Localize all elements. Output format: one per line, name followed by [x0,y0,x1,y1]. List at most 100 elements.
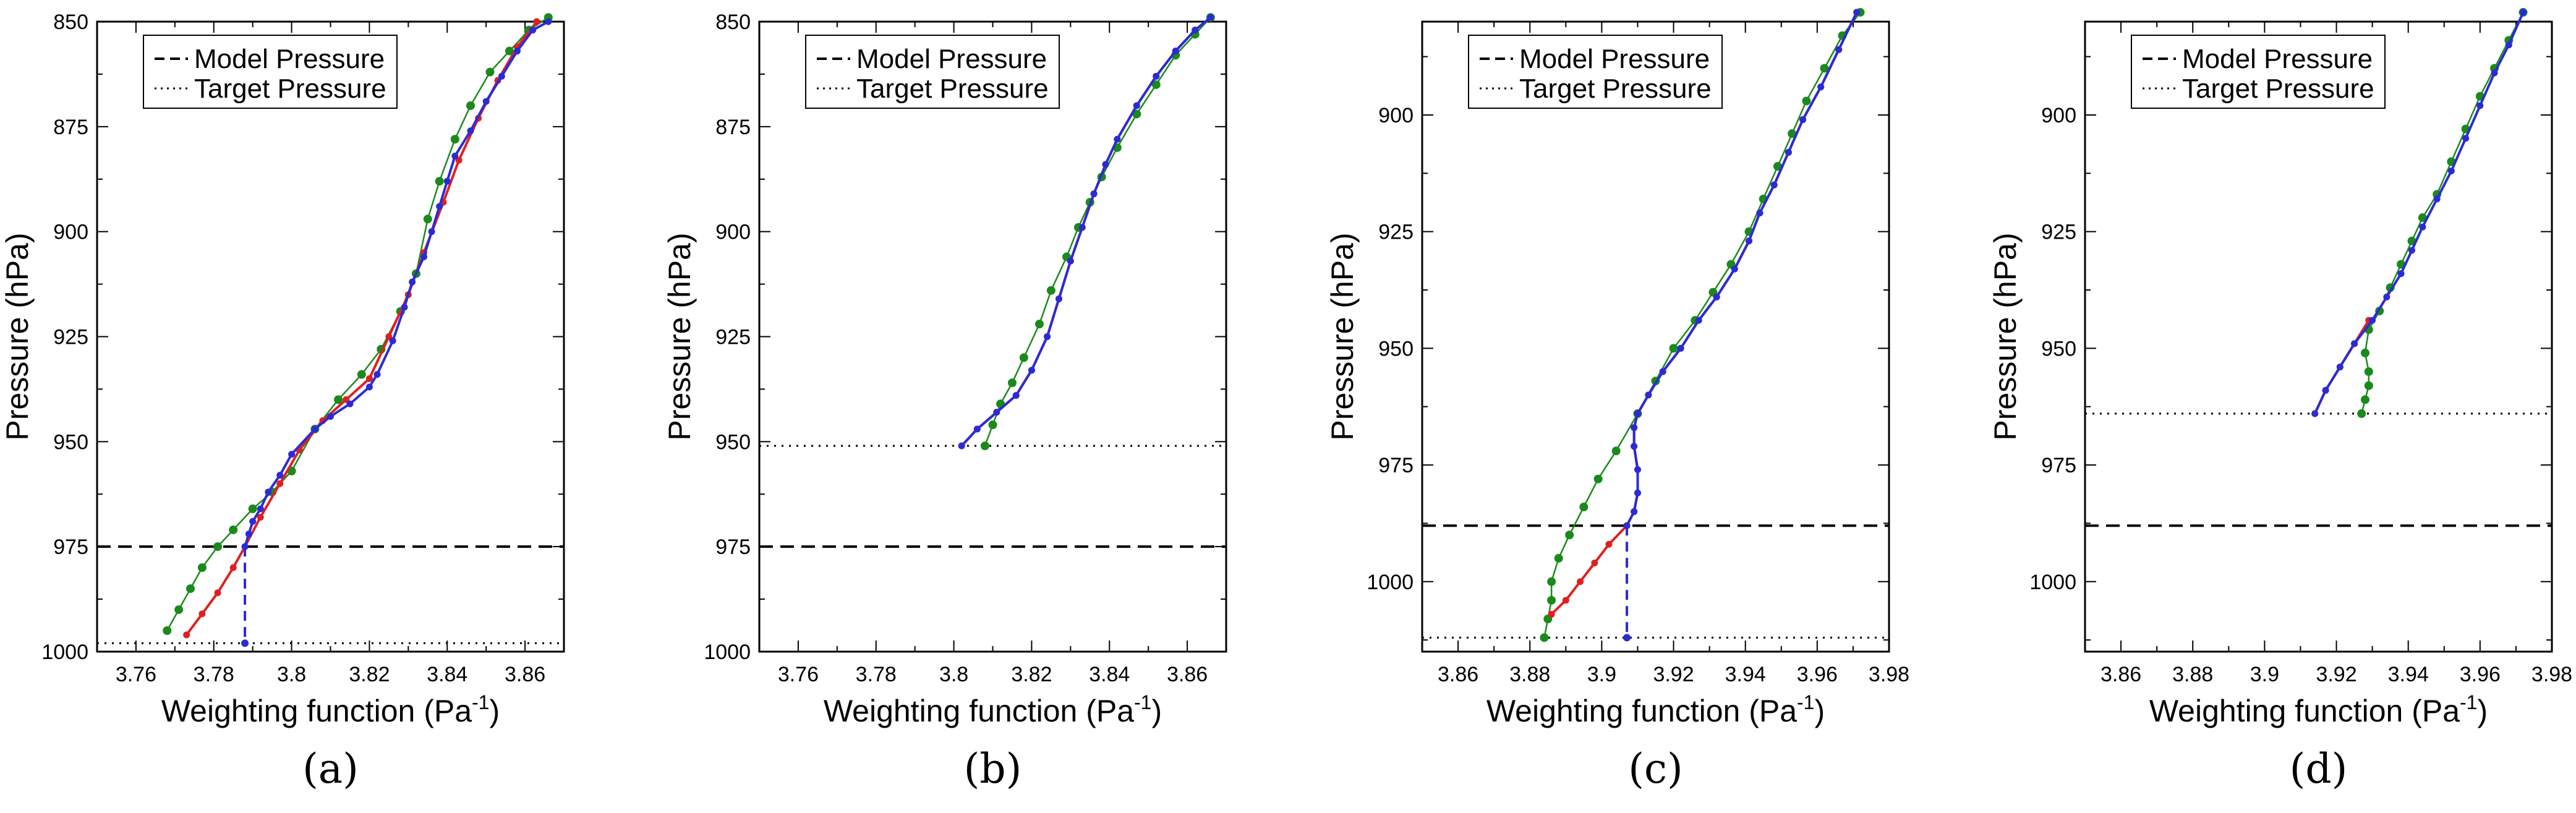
x-tick-label: 3.92 [2316,663,2356,686]
data-point-blue [1853,9,1861,16]
x-tick-label: 3.94 [2388,663,2429,686]
data-point-red [257,514,264,521]
y-tick-label: 950 [53,430,88,454]
y-tick-label: 925 [2041,221,2076,244]
data-point-blue [288,451,296,458]
data-point-blue [2322,386,2329,394]
y-tick-label: 850 [53,11,88,34]
data-point-blue [1153,72,1160,80]
data-point-green [2361,395,2369,404]
data-point-green [186,584,195,594]
y-tick-label: 1000 [704,641,751,664]
data-point-green [450,135,459,144]
data-point-blue [1645,391,1652,399]
data-point-blue [2408,247,2415,254]
chart-panel-2: 3.76 3.78 3.8 3.82 3.84 3.86 850 875 900 925 950 97… [662,11,1227,793]
legend-model-label: Model Pressure [2182,44,2373,74]
y-tick-label: 950 [715,430,751,454]
y-tick-label: 900 [2041,104,2076,127]
data-point-blue [993,409,1000,416]
data-point-blue [1090,190,1098,198]
data-point-green [1669,344,1678,353]
data-point-green [197,563,207,573]
data-point-blue [1067,257,1074,265]
data-point-green [1773,161,1782,171]
data-point-blue [443,177,451,185]
data-point-green [1046,286,1056,295]
data-point-blue [1133,102,1140,109]
data-point-blue [276,472,284,479]
data-point-blue [1207,14,1214,21]
y-axis-title: Pressure (hPa) [662,232,697,440]
series-line-blue [2313,12,2525,414]
data-point-red [1562,597,1569,604]
data-point-green [229,525,238,534]
data-point-green [1611,446,1621,456]
data-point-blue [1634,410,1641,417]
legend-box [143,35,398,109]
data-point-green [2361,348,2369,357]
x-tick-label: 3.8 [277,663,306,686]
x-tick-label: 3.94 [1725,663,1766,686]
data-point-green [2364,367,2373,377]
plot-frame [96,20,565,653]
data-point-blue [1192,27,1199,34]
data-point-red [1548,611,1555,618]
data-point-blue [2447,168,2455,175]
data-point-red [276,480,284,487]
y-tick-label: 975 [1378,454,1414,477]
chart-panel-4: 3.86 3.88 3.9 3.92 3.94 3.96 3.98 900 925 950 975 1… [1988,7,2572,793]
y-tick-label: 875 [53,116,88,139]
data-point-green [213,542,223,551]
data-point-blue [1817,83,1825,91]
data-point-green [1554,554,1563,563]
data-point-green [174,605,184,615]
series-line-green [2360,12,2524,414]
data-point-blue [1172,48,1179,55]
y-axis-title: Pressure (hPa) [1988,232,2023,440]
data-point-red [183,631,190,639]
data-point-blue [436,203,443,210]
data-point-blue [2383,293,2390,300]
x-tick-label: 3.76 [116,663,156,686]
data-point-blue [420,253,427,260]
legend-target-label: Target Pressure [856,74,1049,104]
x-tick-label: 3.86 [505,663,545,686]
data-point-blue [973,425,981,433]
blue-drop-point [1623,634,1631,642]
data-point-blue [1634,489,1641,496]
data-point-blue [2433,195,2441,203]
chart-panel-3: 3.86 3.88 3.9 3.92 3.94 3.96 3.98 900 925 950 975 1… [1325,7,1909,793]
y-tick-label: 975 [715,535,751,559]
y-tick-label: 900 [1378,104,1414,127]
data-point-blue [401,304,408,311]
legend-box [805,35,1060,109]
data-point-green [2418,213,2427,223]
data-point-green [357,370,366,379]
data-point-blue [1731,265,1738,273]
data-point-blue [1631,508,1638,516]
data-point-blue [1028,367,1035,374]
x-tick-label: 3.96 [2460,663,2501,686]
x-tick-label: 3.9 [2250,663,2279,686]
x-tick-label: 3.88 [2172,663,2213,686]
series-line-red [186,20,538,636]
data-point-blue [1044,333,1051,340]
x-tick-label: 3.98 [2531,663,2572,686]
data-point-blue [389,337,396,344]
data-point-blue [467,127,474,135]
x-tick-label: 3.82 [349,663,390,686]
data-point-green [423,215,432,224]
x-tick-label: 3.96 [1797,663,1838,686]
data-point-red [533,18,540,25]
data-point-green [163,626,172,636]
data-point-blue [529,27,537,34]
x-axis-title: Weighting function (Pa-1) [2149,691,2488,728]
data-point-blue [1835,46,1843,53]
y-tick-label: 975 [53,535,88,559]
panel-label: (c) [1628,745,1683,793]
x-tick-label: 3.84 [427,663,467,686]
data-point-blue [2462,135,2470,142]
data-point-blue [249,517,257,525]
plot-frame [2084,20,2553,653]
